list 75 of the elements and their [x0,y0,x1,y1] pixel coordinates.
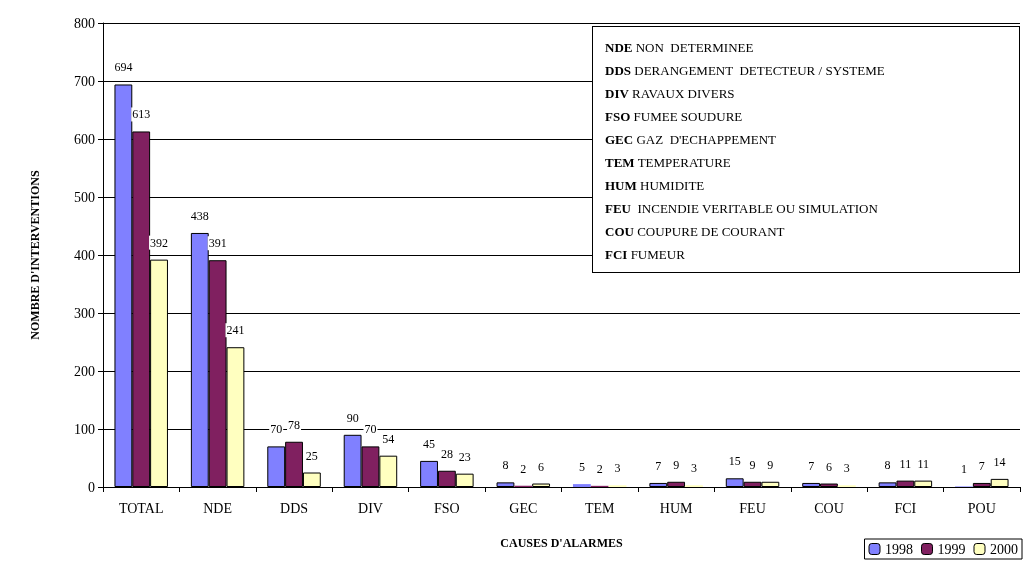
annotation: FSO FUMEE SOUDURE [605,108,744,126]
data-label: 3 [614,461,621,476]
data-label: 11 [899,456,912,471]
data-label: 70 [270,422,283,437]
annotation: DDS DERANGEMENT DETECTEUR / SYSTEME [605,62,886,80]
bar [532,483,551,487]
data-label: 11 [917,456,929,471]
data-label: 8 [884,458,891,473]
data-label: 694 [114,60,133,75]
y-tick-label: 500 [74,189,95,205]
data-label: 3 [690,461,697,476]
annotation: NDE NON DETERMINEE [605,39,755,57]
y-tick-label: 100 [74,421,95,437]
data-label: 90 [346,410,359,425]
data-label: 6 [825,459,832,474]
x-tick-label: NDE [203,500,233,516]
data-label: 9 [767,457,774,472]
data-label: 7 [655,458,662,473]
data-label: 25 [305,448,318,463]
data-label: 14 [993,454,1006,469]
data-label: 7 [808,458,815,473]
data-label: 392 [150,235,169,250]
annotation: TEM TEMPERATURE [605,154,732,172]
data-label: 1 [960,462,967,477]
data-label: 438 [190,208,209,223]
annotation: COU COUPURE DE COURANT [605,223,786,241]
x-tick-label: FEU [739,500,766,516]
data-label: 2 [520,461,527,476]
annotation: DIV RAVAUX DIVERS [605,85,736,103]
legend-label: 2000 [990,541,1018,557]
y-axis-title: NOMBRE D'INTERVENTIONS [28,170,42,340]
data-label: 391 [208,236,227,251]
data-label: 9 [673,457,680,472]
data-label: 70 [364,422,377,437]
bar [572,484,591,487]
y-tick-label: 600 [74,131,95,147]
x-tick-label: POU [967,500,996,516]
data-label: 5 [578,460,585,475]
y-tick-label: 700 [74,73,95,89]
x-tick-label: FCI [894,500,917,516]
x-tick-label: TEM [584,500,616,516]
x-tick-label: DDS [280,500,309,516]
data-label: 3 [843,461,850,476]
y-tick-label: 0 [88,479,95,495]
y-tick-label: 400 [74,247,95,263]
data-label: 613 [132,107,151,122]
annotation: HUM HUMIDITE [605,177,706,195]
data-label: 54 [382,431,395,446]
x-tick-label: DIV [358,500,383,516]
x-tick-label: TOTAL [118,500,164,516]
x-tick-label: COU [814,500,844,516]
data-label: 7 [978,458,985,473]
annotation: FCI FUMEUR [605,246,686,264]
x-tick-label: HUM [659,500,694,516]
data-label: 8 [502,458,509,473]
data-label: 28 [440,446,453,461]
data-label: 6 [538,459,545,474]
data-label: 23 [458,449,471,464]
data-label: 78 [288,417,301,432]
data-label: 15 [728,454,741,469]
data-label: 9 [749,457,756,472]
legend-label: 1998 [885,541,913,557]
annotation: GEC GAZ D'ECHAPPEMENT [605,131,777,149]
data-label: 2 [596,461,603,476]
annotation: FEU INCENDIE VERITABLE OU SIMULATION [605,200,879,218]
x-tick-label: FSO [434,500,460,516]
x-tick-label: GEC [509,500,538,516]
x-axis-title: CAUSES D'ALARMES [500,536,623,550]
bar [496,482,515,487]
legend-label: 1999 [937,541,966,557]
data-label: 45 [423,436,436,451]
y-tick-label: 300 [74,305,95,321]
y-tick-label: 200 [74,363,95,379]
data-label: 241 [226,323,245,338]
y-tick-label: 800 [74,15,95,31]
